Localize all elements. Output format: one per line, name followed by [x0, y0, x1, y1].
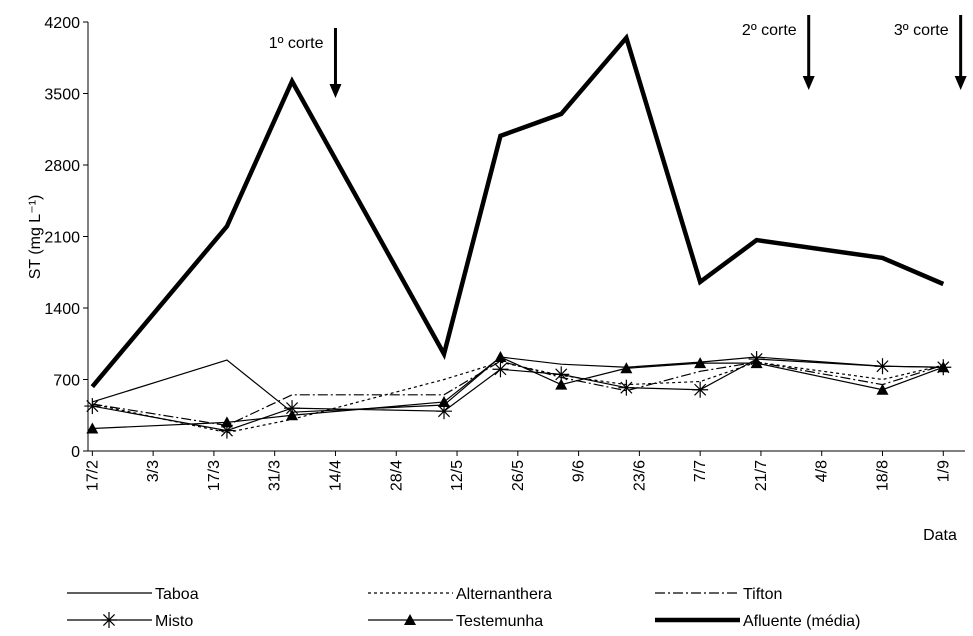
x-tick-label: 31/3 — [267, 460, 284, 491]
annotation-arrow-head — [329, 84, 342, 98]
triangle-shape — [220, 416, 233, 428]
legend-label: Testemunha — [456, 613, 543, 630]
triangle-shape — [555, 378, 568, 390]
star-marker — [553, 366, 570, 383]
annotation: 3º corte — [894, 22, 949, 39]
star-stroke — [876, 360, 889, 373]
series-line — [92, 356, 944, 430]
star-stroke — [494, 363, 507, 376]
triangle-marker — [494, 351, 507, 363]
y-tick-label: 2100 — [44, 230, 80, 247]
x-tick-label: 28/4 — [388, 460, 405, 491]
triangle-shape — [937, 361, 950, 373]
triangle-shape — [438, 395, 451, 407]
star-marker — [84, 398, 101, 415]
y-tick-label: 700 — [53, 373, 80, 390]
x-tick-label: 26/5 — [510, 460, 527, 491]
star-marker — [618, 379, 635, 396]
triangle-marker — [620, 362, 633, 374]
series-line — [92, 361, 944, 434]
star-stroke — [555, 368, 568, 381]
annotation-arrow-head — [954, 76, 967, 90]
triangle-marker — [694, 357, 707, 369]
star-stroke — [437, 405, 451, 418]
star-stroke — [694, 383, 707, 396]
y-axis-label: ST (mg L⁻¹) — [27, 195, 44, 280]
star-stroke — [86, 400, 99, 413]
series-line — [92, 356, 944, 413]
triangle-shape — [750, 357, 763, 369]
triangle-shape — [494, 351, 507, 363]
x-tick-label: 18/8 — [875, 460, 892, 491]
legend-label: Taboa — [155, 586, 199, 603]
annotation: 2º corte — [742, 22, 797, 39]
series-line — [92, 358, 944, 432]
triangle-shape — [286, 409, 299, 421]
triangle-marker — [438, 395, 451, 407]
x-tick-label: 21/7 — [753, 460, 770, 491]
y-tick-label: 0 — [71, 444, 80, 461]
triangle-marker — [937, 361, 950, 373]
star-marker — [692, 381, 709, 398]
x-tick-label: 12/5 — [449, 460, 466, 491]
star-marker — [101, 612, 117, 628]
triangle-marker — [220, 416, 233, 428]
triangle-marker — [750, 357, 763, 369]
triangle-marker — [286, 409, 299, 421]
triangle-marker — [555, 378, 568, 390]
annotation-arrow-head — [802, 76, 815, 90]
x-tick-label: 23/6 — [631, 460, 648, 491]
triangle-shape — [404, 614, 416, 625]
x-tick-label: 3/3 — [145, 460, 162, 482]
x-axis-label: Data — [923, 527, 957, 544]
triangle-shape — [620, 362, 633, 374]
x-tick-label: 1/9 — [935, 460, 952, 482]
series-line — [90, 33, 945, 389]
triangle-marker — [86, 422, 99, 434]
legend-label: Alternanthera — [456, 586, 552, 603]
triangle-shape — [86, 422, 99, 434]
x-tick-label: 14/4 — [327, 460, 344, 491]
annotation: 1º corte — [269, 35, 324, 52]
triangle-marker — [876, 383, 889, 395]
star-stroke — [286, 402, 299, 415]
x-tick-label: 7/7 — [692, 460, 709, 482]
x-tick-label: 9/6 — [571, 460, 588, 482]
legend-label: Afluente (média) — [743, 613, 860, 630]
legend-label: Tifton — [743, 586, 782, 603]
triangle-shape — [694, 357, 707, 369]
star-stroke — [102, 613, 116, 627]
y-tick-label: 1400 — [44, 301, 80, 318]
x-tick-label: 4/8 — [814, 460, 831, 482]
x-tick-label: 17/3 — [206, 460, 223, 491]
x-tick-label: 17/2 — [84, 460, 101, 491]
star-marker — [874, 358, 891, 375]
y-tick-label: 2800 — [44, 158, 80, 175]
star-marker — [492, 361, 509, 378]
star-stroke — [620, 381, 633, 394]
y-tick-label: 4200 — [44, 15, 80, 32]
y-tick-label: 3500 — [44, 87, 80, 104]
triangle-shape — [876, 383, 889, 395]
star-marker — [436, 403, 453, 420]
legend-label: Misto — [155, 613, 193, 630]
triangle-marker — [404, 614, 416, 625]
